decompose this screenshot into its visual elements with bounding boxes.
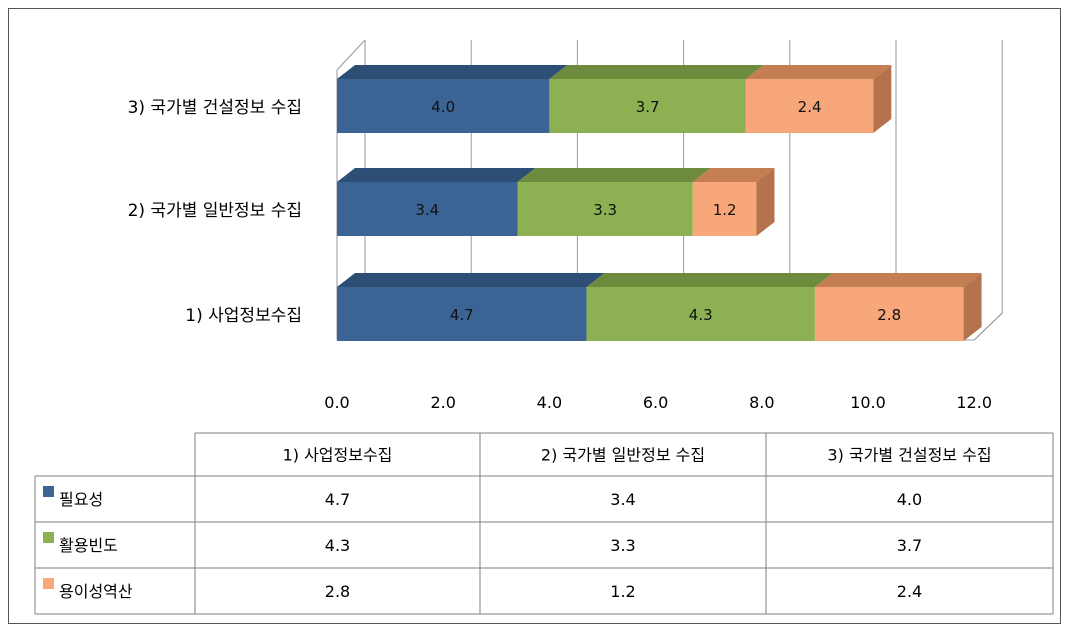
left-wall-top [336, 39, 366, 71]
table-cell: 3.3 [610, 536, 635, 555]
bar-group: 4.0 3.7 2.4 [337, 65, 892, 133]
table-cell: 2.4 [897, 582, 922, 601]
data-label: 2.4 [798, 98, 822, 116]
data-label: 3.4 [415, 201, 439, 219]
x-tick-label: 10.0 [850, 393, 886, 412]
legend-swatch [43, 578, 54, 589]
bar-top [814, 273, 982, 287]
bar-side [756, 168, 775, 236]
bar-side [873, 65, 892, 133]
bar-side [963, 273, 982, 341]
table-header: 3) 국가별 건설정보 수집 [827, 446, 991, 465]
category-label: 3) 국가별 건설정보 수집 [128, 98, 302, 118]
category-label: 1) 사업정보수집 [185, 306, 302, 326]
bar-group: 3.4 3.3 1.2 [337, 168, 775, 236]
legend-label: 필요성 [59, 490, 103, 509]
table-cell: 4.0 [897, 490, 922, 509]
bar-top [549, 65, 764, 79]
data-label: 3.7 [636, 98, 660, 116]
data-label: 4.3 [689, 306, 713, 324]
table-cell: 3.7 [897, 536, 922, 555]
data-label: 2.8 [877, 306, 901, 324]
bar-segment [692, 182, 757, 236]
bar-segment [337, 79, 550, 133]
data-label: 1.2 [713, 201, 737, 219]
bar-top [745, 65, 892, 79]
table-cell: 1.2 [610, 582, 635, 601]
legend-label: 활용빈도 [59, 536, 118, 555]
legend-swatch [43, 532, 54, 543]
x-tick-label: 8.0 [749, 393, 774, 412]
bar-segment [586, 287, 815, 341]
legend-label: 용이성역산 [59, 582, 133, 601]
bar-top [337, 273, 605, 287]
bar-top [517, 168, 711, 182]
bar-segment [337, 182, 518, 236]
bar-segment [337, 287, 587, 341]
table-cell: 4.7 [325, 490, 350, 509]
data-label: 3.3 [593, 201, 617, 219]
bar-top [692, 168, 775, 182]
bar-top [586, 273, 833, 287]
table-header: 2) 국가별 일반정보 수집 [541, 446, 705, 465]
bar-group: 4.7 4.3 2.8 [337, 273, 982, 341]
bar-top [337, 168, 536, 182]
x-tick-label: 2.0 [430, 393, 455, 412]
table-header: 1) 사업정보수집 [283, 446, 393, 465]
x-tick-label: 0.0 [324, 393, 349, 412]
bar-segment [814, 287, 964, 341]
bar-top [337, 65, 568, 79]
table-cell: 3.4 [610, 490, 635, 509]
table-cell: 4.3 [325, 536, 350, 555]
legend-swatch [43, 486, 54, 497]
data-label: 4.0 [431, 98, 455, 116]
category-label: 2) 국가별 일반정보 수집 [128, 201, 302, 221]
x-tick-label: 4.0 [537, 393, 562, 412]
table-cell: 2.8 [325, 582, 350, 601]
floor-right-edge [973, 312, 1003, 341]
data-label: 4.7 [450, 306, 474, 324]
data-table: 1) 사업정보수집 2) 국가별 일반정보 수집 3) 국가별 건설정보 수집필요성… [34, 432, 1054, 615]
x-tick-label: 6.0 [643, 393, 668, 412]
x-tick-label: 12.0 [956, 393, 992, 412]
bar-segment [517, 182, 693, 236]
bar-segment [745, 79, 874, 133]
bar-segment [549, 79, 746, 133]
